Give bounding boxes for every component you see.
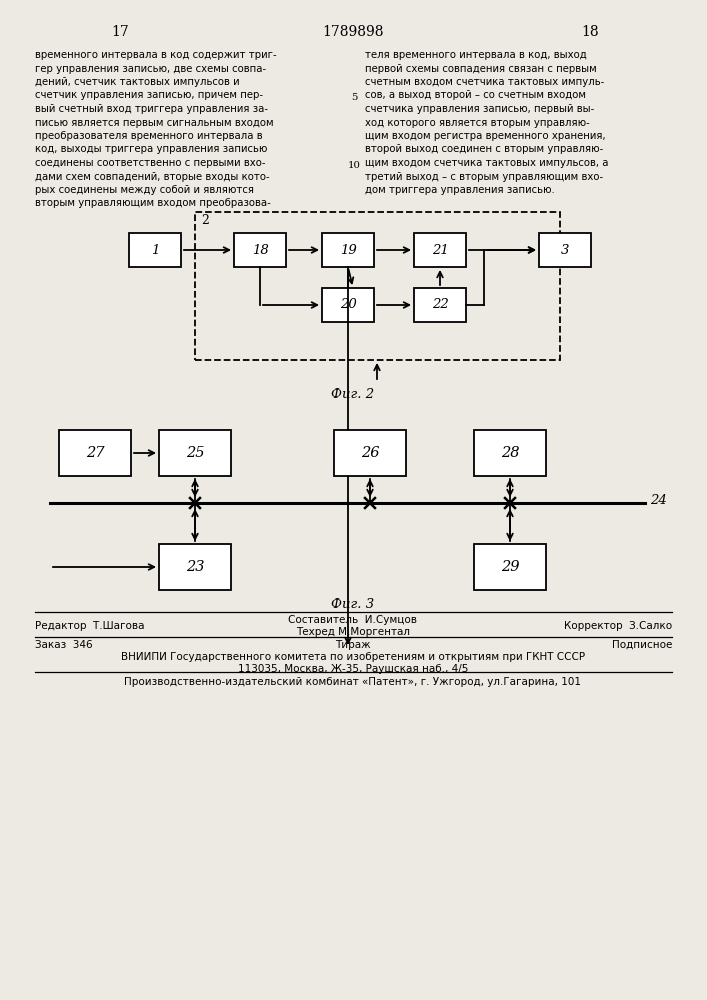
Text: ход которого является вторым управляю-: ход которого является вторым управляю-	[365, 117, 590, 127]
Bar	[414, 288, 466, 322]
Text: 28: 28	[501, 446, 519, 460]
Bar	[334, 430, 406, 476]
Bar	[59, 430, 131, 476]
Text: Тираж: Тираж	[335, 640, 370, 650]
Text: щим входом счетчика тактовых импульсов, а: щим входом счетчика тактовых импульсов, …	[365, 158, 609, 168]
Text: щим входом регистра временного хранения,: щим входом регистра временного хранения,	[365, 131, 606, 141]
Text: 26: 26	[361, 446, 379, 460]
Text: вторым управляющим входом преобразова-: вторым управляющим входом преобразова-	[35, 198, 271, 209]
Text: сов, а выход второй – со счетным входом: сов, а выход второй – со счетным входом	[365, 91, 586, 101]
Text: Фиг. 3: Фиг. 3	[332, 598, 375, 611]
Bar	[474, 430, 546, 476]
Text: 17: 17	[111, 25, 129, 39]
Bar	[159, 430, 231, 476]
Text: теля временного интервала в код, выход: теля временного интервала в код, выход	[365, 50, 587, 60]
Text: 24: 24	[650, 494, 667, 508]
Bar	[322, 288, 374, 322]
Text: 18: 18	[252, 243, 269, 256]
Text: первой схемы совпадения связан с первым: первой схемы совпадения связан с первым	[365, 64, 597, 74]
Text: писью является первым сигнальным входом: писью является первым сигнальным входом	[35, 117, 274, 127]
Text: Заказ  346: Заказ 346	[35, 640, 93, 650]
Text: счетчик управления записью, причем пер-: счетчик управления записью, причем пер-	[35, 91, 263, 101]
Text: 1: 1	[151, 243, 159, 256]
Text: гер управления записью, две схемы совпа-: гер управления записью, две схемы совпа-	[35, 64, 266, 74]
Text: 25: 25	[186, 446, 204, 460]
Text: Подписное: Подписное	[612, 640, 672, 650]
Text: Фиг. 2: Фиг. 2	[332, 388, 375, 401]
Text: 18: 18	[581, 25, 599, 39]
Text: 29: 29	[501, 560, 519, 574]
Text: код, выходы триггера управления записью: код, выходы триггера управления записью	[35, 144, 267, 154]
Bar	[414, 233, 466, 267]
Text: счетчика управления записью, первый вы-: счетчика управления записью, первый вы-	[365, 104, 595, 114]
Text: 10: 10	[348, 161, 361, 170]
Text: Составитель  И.Сумцов: Составитель И.Сумцов	[288, 615, 418, 625]
Text: ВНИИПИ Государственного комитета по изобретениям и открытиям при ГКНТ СССР: ВНИИПИ Государственного комитета по изоб…	[121, 652, 585, 662]
Text: Техред М.Моргентал: Техред М.Моргентал	[296, 627, 410, 637]
Text: второй выход соединен с вторым управляю-: второй выход соединен с вторым управляю-	[365, 144, 603, 154]
Text: Корректор  З.Салко: Корректор З.Салко	[564, 621, 672, 631]
Bar	[322, 233, 374, 267]
Bar	[129, 233, 181, 267]
Bar	[234, 233, 286, 267]
Text: 23: 23	[186, 560, 204, 574]
Text: соединены соответственно с первыми вхо-: соединены соответственно с первыми вхо-	[35, 158, 266, 168]
Text: третий выход – с вторым управляющим вхо-: третий выход – с вторым управляющим вхо-	[365, 172, 603, 182]
Bar	[474, 544, 546, 590]
Text: 3: 3	[561, 243, 569, 256]
Text: дом триггера управления записью.: дом триггера управления записью.	[365, 185, 555, 195]
Text: Производственно-издательский комбинат «Патент», г. Ужгород, ул.Гагарина, 101: Производственно-издательский комбинат «П…	[124, 677, 581, 687]
Text: 2: 2	[201, 214, 209, 227]
Text: Редактор  Т.Шагова: Редактор Т.Шагова	[35, 621, 144, 631]
Text: дами схем совпадений, вторые входы кото-: дами схем совпадений, вторые входы кото-	[35, 172, 269, 182]
Bar	[195, 212, 560, 360]
Text: временного интервала в код содержит триг-: временного интервала в код содержит триг…	[35, 50, 276, 60]
Text: дений, счетчик тактовых импульсов и: дений, счетчик тактовых импульсов и	[35, 77, 240, 87]
Bar	[539, 233, 591, 267]
Text: 1789898: 1789898	[322, 25, 384, 39]
Text: счетным входом счетчика тактовых импуль-: счетным входом счетчика тактовых импуль-	[365, 77, 604, 87]
Text: 21: 21	[432, 243, 448, 256]
Bar	[159, 544, 231, 590]
Text: 19: 19	[339, 243, 356, 256]
Text: 22: 22	[432, 298, 448, 312]
Text: 5: 5	[351, 94, 357, 103]
Text: 20: 20	[339, 298, 356, 312]
Text: преобразователя временного интервала в: преобразователя временного интервала в	[35, 131, 262, 141]
Text: 27: 27	[86, 446, 104, 460]
Text: рых соединены между собой и являются: рых соединены между собой и являются	[35, 185, 254, 195]
Text: 113035, Москва, Ж-35, Раушская наб., 4/5: 113035, Москва, Ж-35, Раушская наб., 4/5	[238, 664, 468, 674]
Text: вый счетный вход триггера управления за-: вый счетный вход триггера управления за-	[35, 104, 268, 114]
